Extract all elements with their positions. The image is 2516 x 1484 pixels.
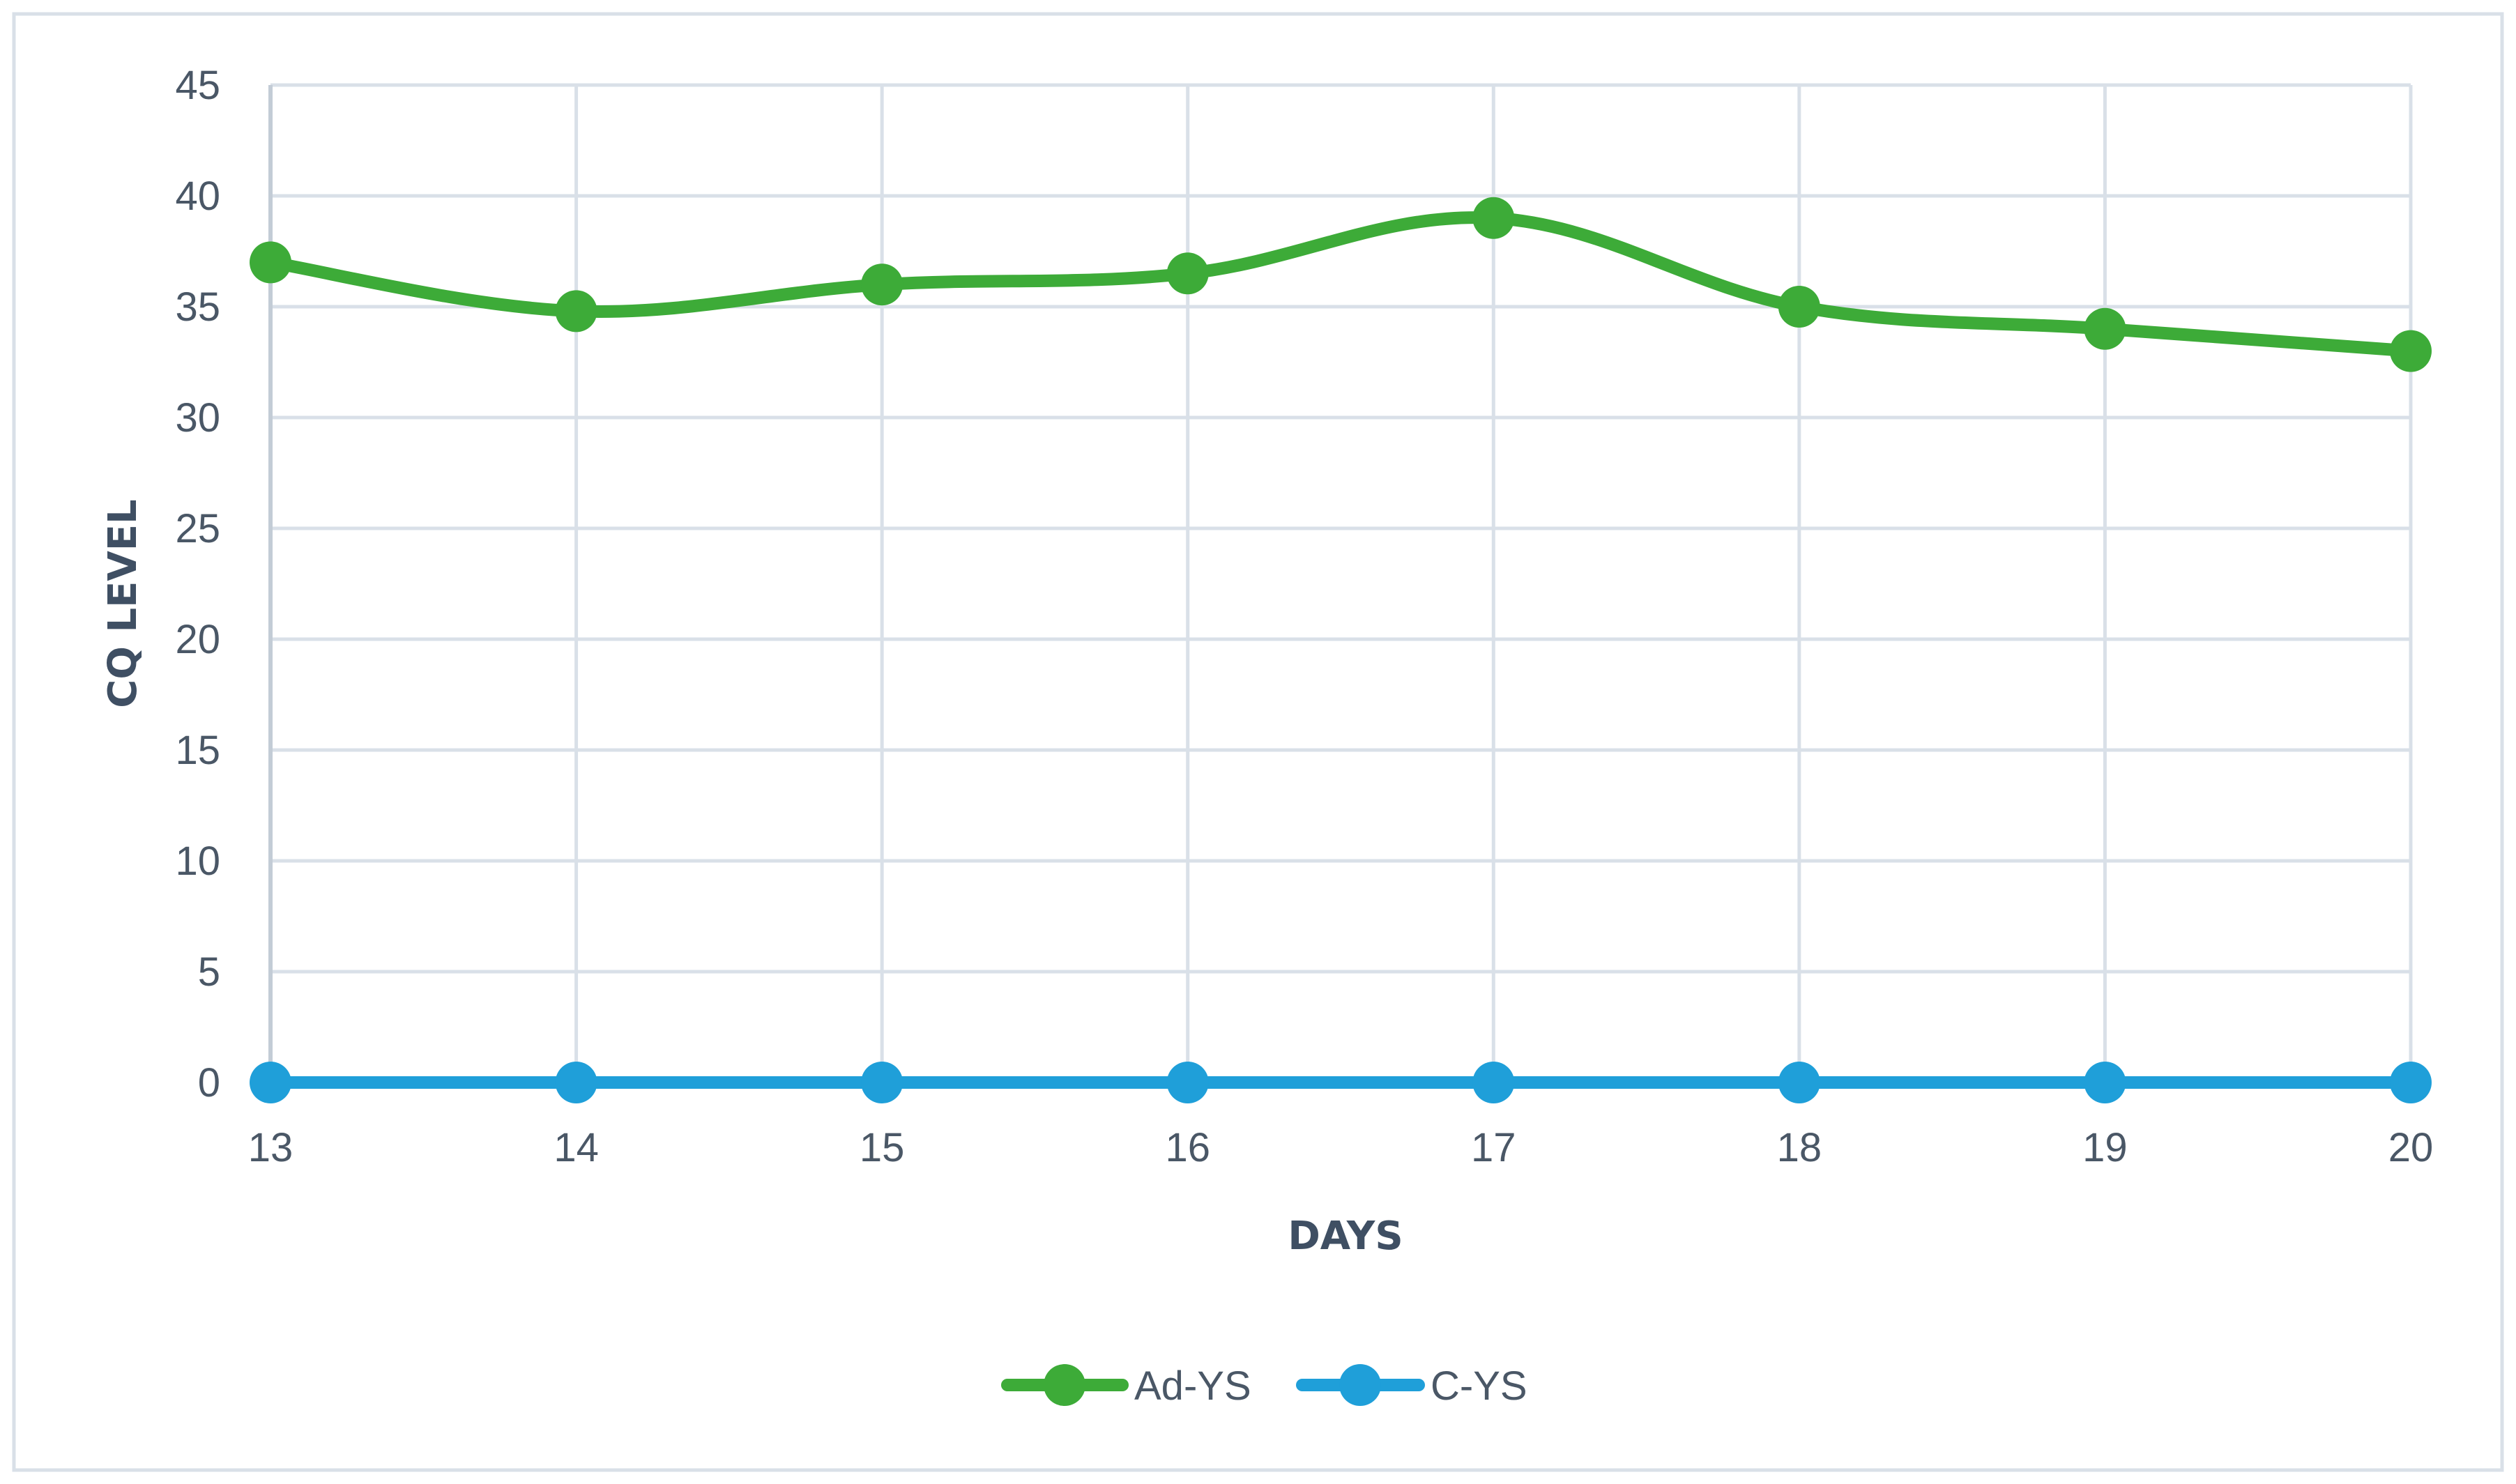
- y-tick-label: 35: [175, 284, 220, 330]
- series-line-ad-ys: [264, 211, 2417, 358]
- legend-label-ad-ys: Ad-YS: [1134, 1363, 1251, 1409]
- x-tick-label: 17: [1471, 1125, 1516, 1170]
- legend-swatch-marker: [1044, 1364, 1085, 1406]
- x-tick-label: 15: [860, 1125, 905, 1170]
- data-point-ad-ys: [2390, 330, 2432, 372]
- x-tick-label: 13: [248, 1125, 293, 1170]
- data-point-c-ys: [1166, 1062, 1209, 1103]
- x-tick-label: 20: [2388, 1125, 2434, 1170]
- data-point-ad-ys: [1778, 286, 1820, 328]
- legend-item-c-ys: C-YS: [1296, 1363, 1527, 1409]
- y-axis-title: CQ LEVEL: [100, 499, 146, 707]
- y-tick-label: 15: [175, 728, 220, 773]
- y-tick-label: 10: [175, 839, 220, 884]
- x-tick-label: 18: [1777, 1125, 1822, 1170]
- data-point-c-ys: [250, 1062, 291, 1103]
- x-tick-label: 16: [1165, 1125, 1210, 1170]
- x-tick-label: 14: [554, 1125, 599, 1170]
- data-point-ad-ys: [250, 241, 291, 284]
- data-point-c-ys: [861, 1062, 904, 1103]
- y-tick-label: 30: [175, 395, 220, 441]
- y-tick-label: 0: [198, 1060, 220, 1106]
- y-tick-label: 45: [175, 63, 220, 108]
- data-point-c-ys: [1778, 1062, 1820, 1103]
- legend-item-ad-ys: Ad-YS: [1001, 1363, 1251, 1409]
- legend-label-c-ys: C-YS: [1431, 1363, 1527, 1409]
- data-point-c-ys: [2390, 1062, 2432, 1103]
- data-point-ad-ys: [555, 290, 597, 332]
- data-point-ad-ys: [1166, 252, 1209, 295]
- data-point-c-ys: [2084, 1062, 2126, 1103]
- y-tick-label: 40: [175, 174, 220, 219]
- legend: Ad-YS C-YS: [1001, 1363, 1527, 1409]
- data-point-c-ys: [555, 1062, 597, 1103]
- x-tick-label: 19: [2082, 1125, 2128, 1170]
- data-point-ad-ys: [861, 263, 904, 306]
- y-tick-label: 5: [198, 949, 220, 995]
- data-point-c-ys: [1472, 1062, 1515, 1103]
- y-tick-label: 25: [175, 506, 220, 551]
- x-axis-title: DAYS: [1288, 1214, 1403, 1259]
- legend-swatch-marker: [1339, 1364, 1381, 1406]
- tick-labels: 0 5 10 15 20 25 30 35 40 45 13 14 15 16 17 18 19 20: [175, 63, 2433, 1170]
- chart-frame: [12, 12, 2504, 1472]
- data-point-ad-ys: [2084, 307, 2126, 350]
- y-tick-label: 20: [175, 617, 220, 662]
- series-lines: [250, 197, 2432, 1103]
- data-point-ad-ys: [1472, 197, 1515, 239]
